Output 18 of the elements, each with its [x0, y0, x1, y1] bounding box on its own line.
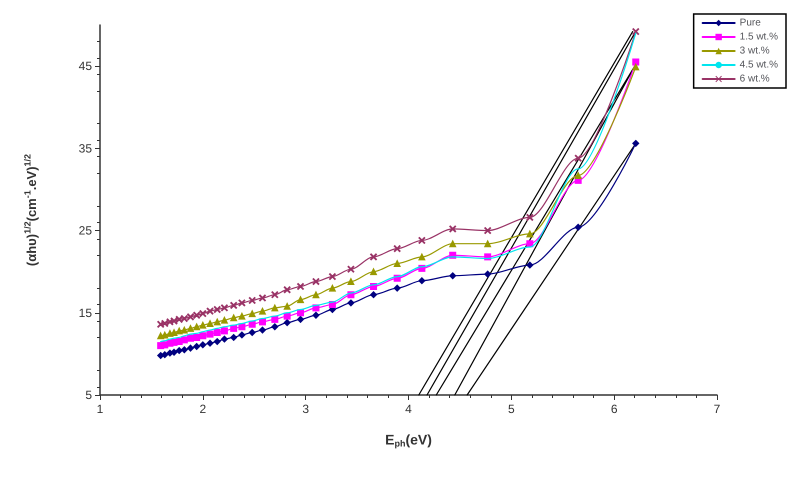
x-tick-label: 4 — [405, 402, 412, 416]
x-tick-label: 6 — [610, 402, 618, 416]
y-axis-title: (αhυ)1/2(cm-1.eV)1/2 — [22, 154, 39, 266]
legend-label: 4.5 wt.% — [740, 60, 778, 70]
legend-label: Pure — [740, 18, 762, 28]
y-tick-label: 5 — [85, 388, 92, 402]
y-tick-label: 15 — [78, 306, 92, 320]
y-tick-label: 35 — [78, 141, 92, 156]
legend-label: 6 wt.% — [740, 74, 770, 84]
x-tick-label: 2 — [199, 402, 206, 416]
legend-label: 1.5 wt.% — [740, 32, 778, 42]
y-tick-label: 25 — [78, 224, 92, 238]
x-tick-label: 5 — [508, 402, 515, 416]
x-tick-label: 1 — [96, 402, 104, 416]
y-tick-label: 45 — [78, 59, 92, 74]
x-tick-label: 3 — [302, 402, 310, 416]
x-tick-label: 7 — [714, 402, 721, 416]
legend-label: 3 wt.% — [740, 46, 770, 56]
